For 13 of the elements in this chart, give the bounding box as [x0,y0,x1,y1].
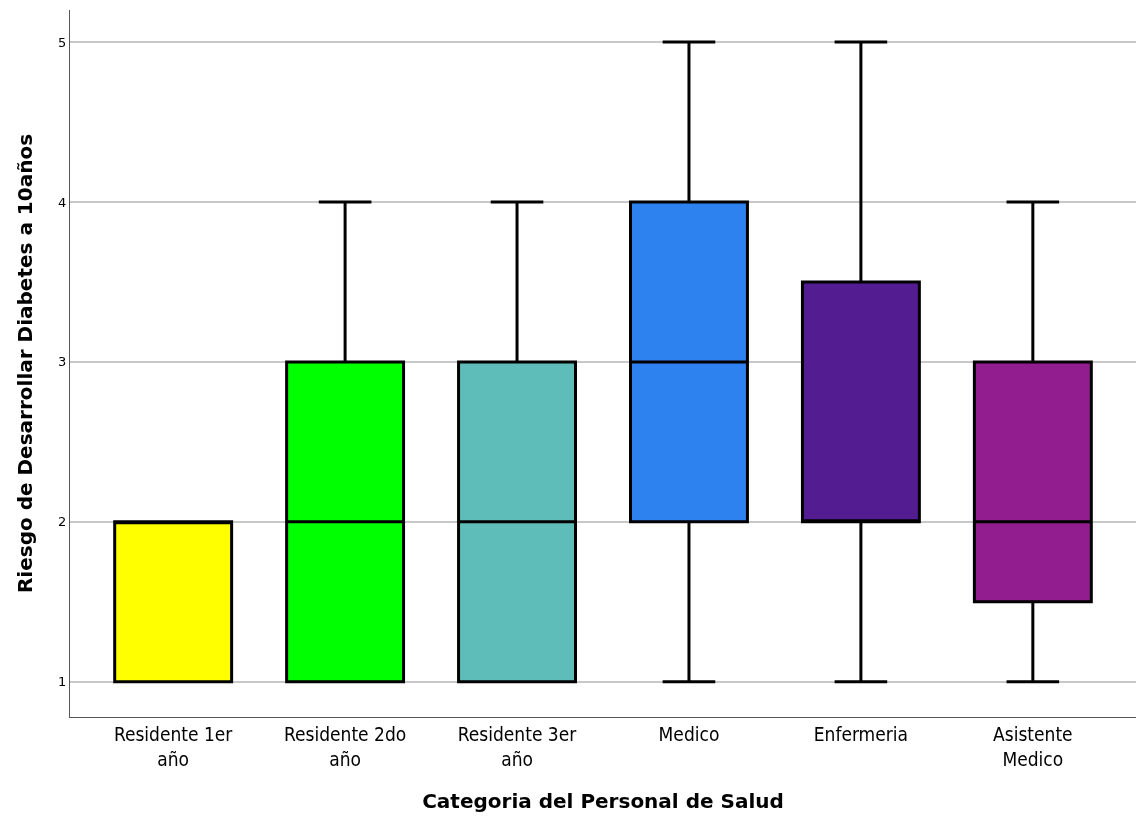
x-tick-label: Residente 3er año [457,722,578,770]
x-tick-label: Enfermeria [813,722,909,745]
y-axis-title: Riesgo de Desarrollar Diabetes a 10años [12,133,37,594]
y-tick-label: 1 [58,674,67,690]
x-tick-label: Residente 1er año [113,722,234,770]
y-tick-label: 3 [58,354,67,370]
x-tick-label: Residente 2do año [283,722,407,770]
x-axis-title: Categoria del Personal de Salud [422,789,784,813]
y-tick-label: 4 [58,194,67,210]
y-tick-label: 5 [58,34,67,50]
y-tick-label: 2 [58,514,67,530]
x-tick-label: Medico [658,722,720,745]
x-tick-label: Asistente Medico [993,722,1073,770]
